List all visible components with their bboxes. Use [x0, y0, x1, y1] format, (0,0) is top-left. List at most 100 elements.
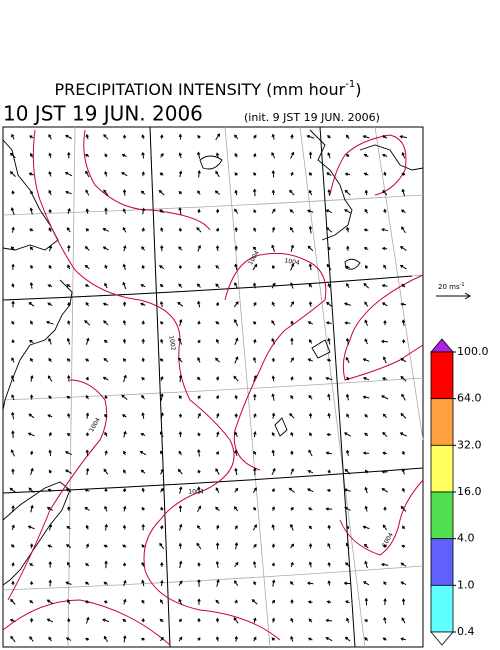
wind-arrow	[197, 562, 201, 567]
wind-arrow	[215, 506, 220, 512]
wind-arrow	[345, 449, 350, 456]
wind-arrow	[103, 600, 108, 604]
wind-arrow	[197, 320, 201, 325]
wind-arrow	[85, 358, 90, 362]
wind-arrow	[401, 152, 406, 159]
wind-arrow	[11, 411, 15, 420]
wind-arrow	[11, 339, 15, 344]
wind-arrow	[197, 134, 201, 139]
wind-arrow	[85, 228, 89, 232]
wind-arrow	[48, 227, 52, 233]
wind-arrow	[381, 246, 388, 251]
wind-arrow	[327, 282, 331, 288]
wind-arrow	[253, 152, 257, 158]
wind-arrow	[215, 227, 219, 232]
wind-arrow	[400, 637, 407, 641]
wind-arrow	[290, 617, 294, 623]
wind-arrow	[290, 376, 294, 381]
wind-arrow	[383, 616, 387, 624]
wind-arrow	[290, 301, 294, 308]
wind-arrow	[307, 600, 313, 604]
wind-arrow	[325, 376, 333, 381]
wind-arrow	[123, 635, 127, 643]
wind-arrow	[11, 320, 15, 325]
wind-arrow	[362, 376, 370, 381]
wind-arrow	[326, 172, 332, 176]
wind-arrow	[362, 395, 370, 399]
wind-arrow	[215, 542, 220, 550]
wind-arrow	[141, 523, 145, 531]
wind-arrow	[67, 244, 71, 252]
wind-arrow	[346, 226, 350, 233]
wind-arrow	[382, 431, 388, 438]
wind-arrow	[84, 246, 90, 251]
wind-arrow	[346, 376, 350, 381]
wind-arrow	[234, 189, 238, 196]
wind-arrow	[122, 281, 127, 290]
wind-arrow	[29, 357, 34, 362]
wind-arrow	[178, 264, 183, 269]
wind-arrow	[30, 504, 34, 513]
wind-arrow	[271, 562, 275, 567]
wind-arrow	[102, 376, 109, 381]
wind-arrow	[104, 207, 108, 215]
wind-arrow	[290, 543, 295, 549]
wind-arrow	[197, 300, 201, 308]
wind-arrow	[123, 579, 127, 587]
wind-arrow	[215, 170, 220, 178]
wind-arrow	[252, 560, 257, 568]
wind-arrow	[65, 581, 72, 585]
wind-arrow	[158, 265, 165, 270]
wind-arrow	[381, 395, 389, 400]
wind-arrow	[65, 488, 72, 493]
wind-arrow	[345, 562, 351, 568]
wind-arrow	[343, 488, 351, 492]
wind-arrow	[48, 449, 52, 457]
wind-arrow	[290, 431, 294, 437]
wind-arrow	[160, 506, 164, 511]
wind-arrow	[178, 283, 183, 288]
wind-arrow	[344, 172, 351, 176]
wind-arrow	[364, 619, 369, 623]
wind-arrow	[141, 561, 145, 568]
wind-arrow	[159, 542, 165, 550]
isobars	[2, 129, 424, 646]
wind-arrow	[381, 470, 388, 474]
wind-arrow	[28, 487, 35, 493]
wind-arrow	[215, 468, 220, 475]
wind-arrow	[346, 617, 350, 623]
wind-arrow	[401, 487, 406, 493]
wind-arrow	[178, 504, 183, 513]
wind-arrow	[197, 339, 201, 344]
wind-arrow	[139, 451, 147, 456]
wind-arrow	[325, 637, 333, 642]
wind-arrow	[271, 265, 275, 269]
wind-arrow	[290, 282, 294, 289]
wind-arrow	[215, 321, 220, 325]
wind-arrow	[104, 450, 108, 456]
wind-arrow	[123, 450, 127, 456]
wind-arrow	[214, 190, 221, 195]
colorbar: 100.0 64.0 32.0 16.0 4.0 1.0 0.4	[430, 338, 489, 646]
wind-arrow	[344, 636, 351, 642]
wind-arrow	[290, 151, 295, 159]
wind-arrow	[30, 152, 34, 158]
wind-arrow	[11, 374, 15, 382]
wind-arrow	[160, 636, 164, 642]
isobar	[2, 599, 171, 646]
wind-arrow	[215, 636, 220, 642]
wind-arrow	[290, 599, 294, 604]
wind-arrow	[11, 580, 15, 586]
wind-arrow	[197, 376, 201, 381]
wind-arrow	[141, 544, 145, 548]
wind-arrow	[122, 263, 126, 271]
wind-arrow	[326, 263, 332, 271]
wind-arrow	[327, 337, 331, 345]
wind-arrow	[197, 395, 201, 400]
wind-arrow	[29, 135, 34, 139]
wind-arrow	[308, 412, 313, 419]
wind-arrow	[84, 264, 90, 270]
wind-arrow	[179, 560, 183, 569]
wind-arrow	[362, 135, 370, 139]
wind-arrow	[362, 581, 370, 586]
